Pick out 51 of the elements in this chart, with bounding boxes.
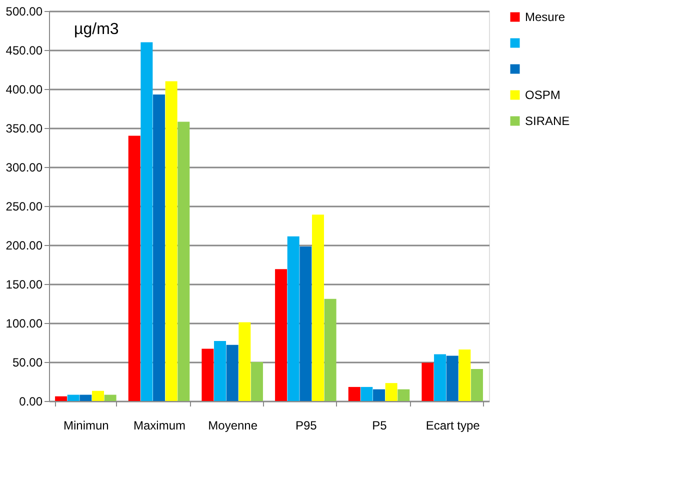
bar	[446, 356, 458, 401]
bar	[398, 389, 410, 401]
bar	[373, 389, 385, 401]
bar	[238, 322, 251, 401]
y-tick-label: 150.00	[6, 278, 43, 292]
legend-label: Mesure	[525, 10, 566, 24]
bar	[178, 122, 190, 401]
bar	[55, 396, 68, 401]
annotation: µg/m3	[74, 21, 119, 38]
y-tick-label: 250.00	[6, 200, 43, 214]
bar	[275, 269, 288, 401]
y-tick-label: 350.00	[6, 122, 43, 136]
bar	[434, 354, 446, 401]
x-tick-label: Ecart type	[426, 418, 480, 432]
bar	[140, 42, 153, 401]
y-tick-label: 500.00	[6, 4, 43, 18]
bar	[348, 386, 360, 401]
bar	[214, 340, 226, 401]
bar	[385, 383, 398, 401]
bar	[422, 362, 434, 401]
bar	[312, 214, 324, 401]
bar	[324, 298, 336, 401]
y-tick-label: 450.00	[6, 44, 43, 58]
bar	[458, 350, 471, 401]
bar	[128, 136, 140, 401]
bar	[92, 390, 104, 401]
x-tick-label: Moyenne	[208, 418, 258, 432]
x-tick-label: P5	[372, 418, 388, 432]
y-tick-label: 100.00	[6, 316, 43, 330]
y-tick-label: 300.00	[6, 160, 43, 174]
y-tick-label: 0.00	[19, 394, 43, 408]
legend-label: SIRANE	[525, 114, 570, 128]
bar	[226, 344, 238, 401]
bar	[360, 386, 373, 401]
bar	[104, 394, 116, 401]
bar	[300, 246, 312, 401]
bar	[470, 369, 483, 401]
bar	[202, 348, 214, 401]
x-tick-label: Minimun	[63, 418, 109, 432]
bar	[153, 94, 165, 401]
y-tick-label: 400.00	[6, 82, 43, 96]
y-tick-label: 200.00	[6, 238, 43, 252]
legend-label: OSPM	[525, 88, 560, 102]
bar	[250, 362, 263, 401]
bar	[67, 394, 80, 401]
x-tick-label: P95	[295, 418, 318, 432]
bar	[165, 81, 178, 401]
x-tick-label: Maximum	[133, 418, 186, 432]
y-tick-label: 50.00	[12, 356, 43, 370]
bar	[80, 394, 92, 401]
bar	[287, 236, 300, 401]
